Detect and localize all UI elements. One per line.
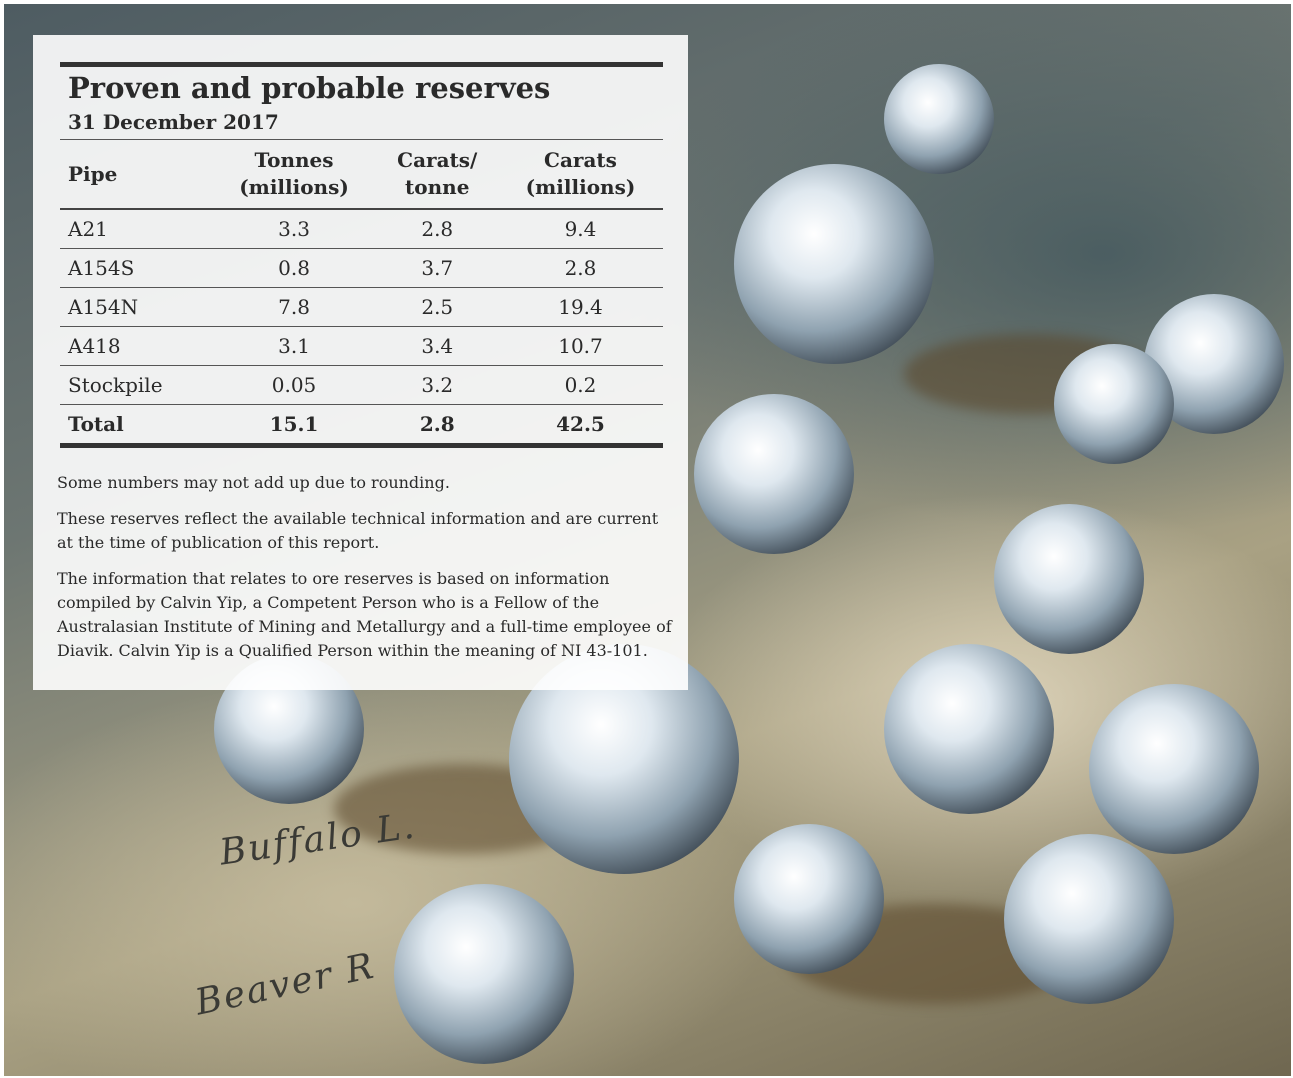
table-row: A418 3.1 3.4 10.7 bbox=[60, 326, 663, 366]
table-cell: 3.2 bbox=[376, 365, 498, 405]
table-cell: Stockpile bbox=[60, 365, 212, 405]
table-body: A21 3.3 2.8 9.4 A154S 0.8 3.7 2.8 A154N 7.8 2.5 19.… bbox=[60, 209, 663, 448]
table-cell: A154S bbox=[60, 248, 212, 288]
subtitle: 31 December 2017 bbox=[68, 110, 279, 134]
gem bbox=[1089, 684, 1259, 854]
table-row: A21 3.3 2.8 9.4 bbox=[60, 209, 663, 249]
table-cell: 3.3 bbox=[211, 209, 377, 249]
table-cell: 2.8 bbox=[376, 209, 498, 249]
table-cell: A418 bbox=[60, 326, 212, 366]
table-cell: 3.1 bbox=[211, 326, 377, 366]
table-cell: 10.7 bbox=[497, 326, 663, 366]
map-label: Beaver R bbox=[191, 945, 379, 1024]
total-row: Total 15.1 2.8 42.5 bbox=[60, 404, 663, 448]
table-cell: 0.8 bbox=[211, 248, 377, 288]
column-header: Pipe bbox=[60, 139, 212, 210]
table-cell: 0.2 bbox=[497, 365, 663, 405]
map-label: Buffalo L. bbox=[217, 805, 419, 874]
table-cell: 3.7 bbox=[376, 248, 498, 288]
column-header: Tonnes (millions) bbox=[211, 139, 377, 210]
column-header: Carats/ tonne bbox=[376, 139, 498, 210]
reserves-panel: Proven and probable reserves 31 December… bbox=[33, 35, 688, 690]
reserves-table: Pipe Tonnes (millions) Carats/ tonne Carats… bbox=[60, 139, 663, 448]
table-cell: 42.5 bbox=[497, 404, 663, 448]
table-cell: 2.8 bbox=[497, 248, 663, 288]
table-cell: 3.4 bbox=[376, 326, 498, 366]
table-row: A154S 0.8 3.7 2.8 bbox=[60, 248, 663, 288]
gem bbox=[994, 504, 1144, 654]
table-head: Pipe Tonnes (millions) Carats/ tonne Carats… bbox=[60, 139, 663, 210]
gem bbox=[1054, 344, 1174, 464]
note: These reserves reflect the available tec… bbox=[57, 509, 659, 552]
gem bbox=[1004, 834, 1174, 1004]
gem bbox=[884, 644, 1054, 814]
table-cell: 2.5 bbox=[376, 287, 498, 327]
table-cell: 15.1 bbox=[211, 404, 377, 448]
table-row: Stockpile 0.05 3.2 0.2 bbox=[60, 365, 663, 405]
gem bbox=[884, 64, 994, 174]
title: Proven and probable reserves bbox=[68, 71, 551, 105]
table-cell: Total bbox=[60, 404, 212, 448]
note: The information that relates to ore rese… bbox=[57, 569, 672, 660]
gem bbox=[734, 824, 884, 974]
table-cell: 19.4 bbox=[497, 287, 663, 327]
gem bbox=[734, 164, 934, 364]
gem bbox=[694, 394, 854, 554]
column-header: Carats (millions) bbox=[497, 139, 663, 210]
table-cell: 9.4 bbox=[497, 209, 663, 249]
table-cell: A154N bbox=[60, 287, 212, 327]
top-rule bbox=[60, 62, 663, 67]
note: Some numbers may not add up due to round… bbox=[57, 473, 450, 492]
table-cell: A21 bbox=[60, 209, 212, 249]
notes: Some numbers may not add up due to round… bbox=[57, 471, 672, 675]
table-row: A154N 7.8 2.5 19.4 bbox=[60, 287, 663, 327]
header-row: Pipe Tonnes (millions) Carats/ tonne Carats… bbox=[60, 139, 663, 210]
table-cell: 2.8 bbox=[376, 404, 498, 448]
gem bbox=[394, 884, 574, 1064]
table-cell: 7.8 bbox=[211, 287, 377, 327]
table-cell: 0.05 bbox=[211, 365, 377, 405]
